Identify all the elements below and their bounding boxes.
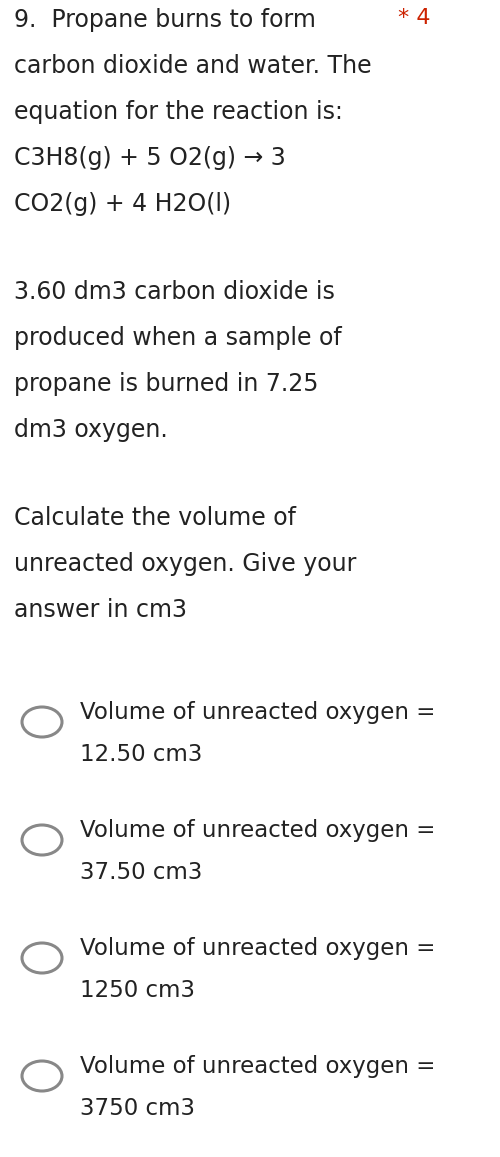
Text: 9.  Propane burns to form: 9. Propane burns to form bbox=[14, 8, 316, 32]
Text: propane is burned in 7.25: propane is burned in 7.25 bbox=[14, 373, 318, 396]
Text: Volume of unreacted oxygen =: Volume of unreacted oxygen = bbox=[80, 819, 436, 842]
Text: 1250 cm3: 1250 cm3 bbox=[80, 979, 195, 1002]
Text: carbon dioxide and water. The: carbon dioxide and water. The bbox=[14, 54, 372, 78]
Text: 3750 cm3: 3750 cm3 bbox=[80, 1097, 195, 1120]
Text: Volume of unreacted oxygen =: Volume of unreacted oxygen = bbox=[80, 701, 436, 724]
Text: * 4: * 4 bbox=[398, 8, 430, 28]
Text: 3.60 dm3 carbon dioxide is: 3.60 dm3 carbon dioxide is bbox=[14, 280, 335, 304]
Text: 37.50 cm3: 37.50 cm3 bbox=[80, 861, 202, 884]
Text: Calculate the volume of: Calculate the volume of bbox=[14, 506, 296, 530]
Text: answer in cm3: answer in cm3 bbox=[14, 598, 187, 622]
Text: Volume of unreacted oxygen =: Volume of unreacted oxygen = bbox=[80, 1055, 436, 1078]
Text: CO2(g) + 4 H2O(l): CO2(g) + 4 H2O(l) bbox=[14, 192, 231, 216]
Text: produced when a sample of: produced when a sample of bbox=[14, 326, 342, 351]
Text: C3H8(g) + 5 O2(g) → 3: C3H8(g) + 5 O2(g) → 3 bbox=[14, 146, 286, 170]
Text: unreacted oxygen. Give your: unreacted oxygen. Give your bbox=[14, 552, 356, 576]
Text: dm3 oxygen.: dm3 oxygen. bbox=[14, 418, 168, 442]
Text: 12.50 cm3: 12.50 cm3 bbox=[80, 743, 202, 766]
Text: Volume of unreacted oxygen =: Volume of unreacted oxygen = bbox=[80, 937, 436, 960]
Text: equation for the reaction is:: equation for the reaction is: bbox=[14, 100, 343, 124]
